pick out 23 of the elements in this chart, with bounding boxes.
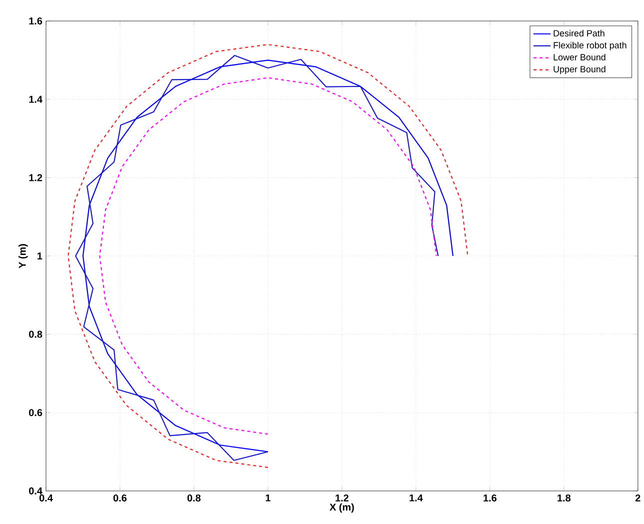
x-tick-label: 1: [266, 494, 270, 502]
legend-label: Upper Bound: [554, 66, 606, 74]
y-tick-label: 0.8: [29, 330, 42, 338]
legend-label: Flexible robot path: [554, 42, 626, 50]
x-axis-title: X (m): [330, 503, 354, 513]
x-tick-label: 2: [635, 494, 640, 502]
y-tick-label: 1.6: [29, 18, 42, 25]
x-tick-label: 0.8: [187, 494, 201, 502]
x-tick-label: 1.2: [336, 494, 348, 502]
x-tick-label: 1.4: [410, 494, 423, 502]
legend-label: Desired Path: [554, 30, 604, 36]
x-tick-label: 0.6: [113, 494, 127, 502]
legend-label: Lower Bound: [554, 54, 606, 60]
y-tick-label: 0.4: [29, 487, 42, 494]
y-tick-label: 1.2: [29, 174, 42, 182]
x-tick-label: 1.8: [558, 494, 571, 502]
line-series: [99, 77, 437, 435]
x-tick-label: 0.4: [39, 494, 53, 502]
y-axis-title: Y (m): [18, 244, 28, 268]
x-tick-label: 1.6: [484, 494, 497, 502]
y-tick-label: 1.4: [29, 96, 42, 103]
y-tick-label: 0.6: [29, 409, 42, 416]
y-tick-label: 1: [38, 252, 42, 260]
